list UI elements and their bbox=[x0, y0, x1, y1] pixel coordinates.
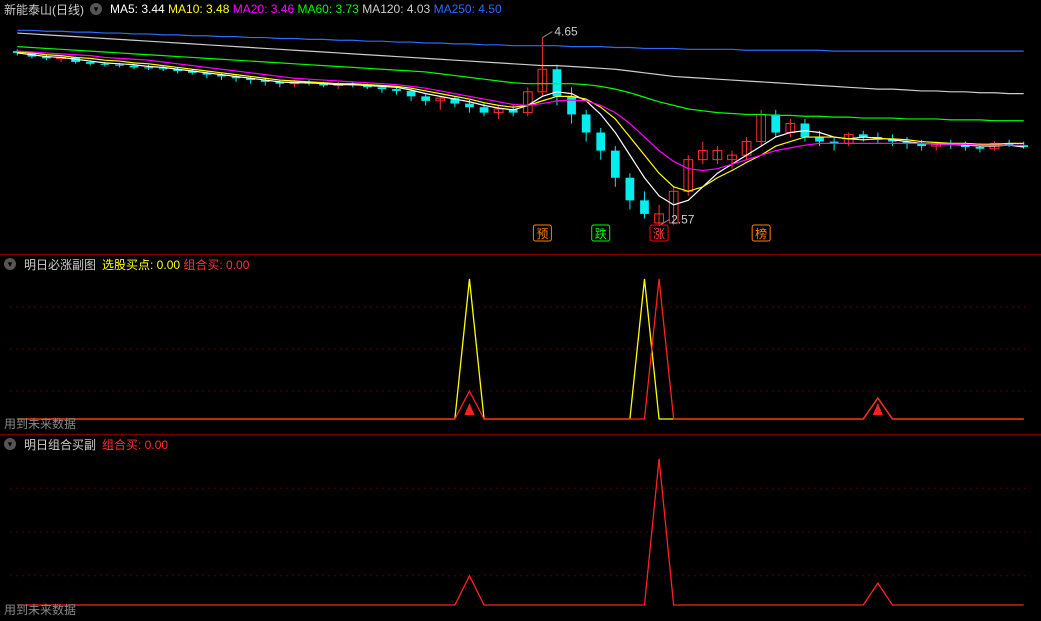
chevron-down-icon[interactable]: ▾ bbox=[90, 3, 102, 15]
main-chart-panel[interactable]: 新能泰山(日线) ▾ MA5: 3.44 MA10: 3.48 MA20: 3.… bbox=[0, 0, 1041, 254]
main-chart-header: 新能泰山(日线) ▾ MA5: 3.44 MA10: 3.48 MA20: 3.… bbox=[0, 0, 1041, 18]
sub-chart-1-panel[interactable]: ▾ 明日必涨副图 选股买点: 0.00 组合买: 0.00 用到未来数据 bbox=[0, 254, 1041, 434]
sub-chart-2-title: 明日组合买副 bbox=[24, 436, 96, 453]
chevron-down-icon[interactable]: ▾ bbox=[4, 258, 16, 270]
svg-text:4.65: 4.65 bbox=[554, 25, 578, 39]
svg-text:榜: 榜 bbox=[755, 226, 767, 241]
ma-indicator: MA20: 3.46 bbox=[233, 2, 298, 16]
ma-indicator: MA120: 4.03 bbox=[362, 2, 433, 16]
sub-chart-1-title: 明日必涨副图 bbox=[24, 256, 96, 273]
sub-chart-2[interactable] bbox=[0, 453, 1041, 621]
sub-chart-1[interactable] bbox=[0, 273, 1041, 435]
ma-indicator: MA10: 3.48 bbox=[168, 2, 233, 16]
stock-title: 新能泰山(日线) bbox=[4, 1, 84, 18]
indicator-value: 组合买: 0.00 bbox=[183, 258, 249, 272]
future-data-note: 用到未来数据 bbox=[4, 601, 76, 618]
ma-indicator: MA250: 4.50 bbox=[434, 2, 502, 16]
ma-indicator: MA5: 3.44 bbox=[110, 2, 168, 16]
svg-text:预: 预 bbox=[536, 227, 548, 241]
chevron-down-icon[interactable]: ▾ bbox=[4, 438, 16, 450]
candlestick-chart[interactable]: 4.65 2.57 预 跌 涨 榜 bbox=[0, 18, 1041, 254]
svg-text:跌: 跌 bbox=[595, 226, 607, 241]
sub-chart-2-header: ▾ 明日组合买副 组合买: 0.00 bbox=[0, 435, 1041, 453]
ma-indicator: MA60: 3.73 bbox=[297, 2, 362, 16]
indicator-value: 选股买点: 0.00 bbox=[102, 258, 183, 272]
svg-text:2.57: 2.57 bbox=[671, 213, 695, 227]
indicator-value: 组合买: 0.00 bbox=[102, 438, 168, 452]
sub-chart-1-header: ▾ 明日必涨副图 选股买点: 0.00 组合买: 0.00 bbox=[0, 255, 1041, 273]
sub-chart-2-panel[interactable]: ▾ 明日组合买副 组合买: 0.00 用到未来数据 bbox=[0, 434, 1041, 620]
future-data-note: 用到未来数据 bbox=[4, 415, 76, 432]
svg-text:涨: 涨 bbox=[653, 226, 665, 241]
